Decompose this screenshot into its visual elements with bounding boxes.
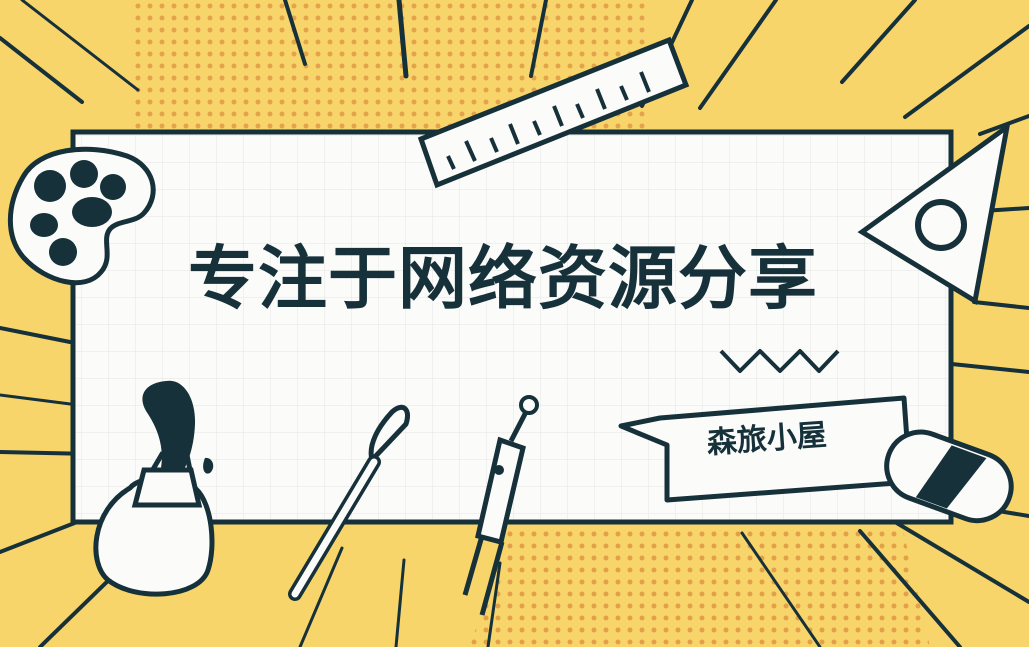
paint-brush-icon <box>288 404 410 601</box>
triangle-ruler-icon <box>857 121 1011 306</box>
zigzag-icon <box>719 349 840 373</box>
compass-icon <box>462 395 539 616</box>
ink-bottle-icon <box>93 380 215 597</box>
eraser-icon <box>884 429 1014 524</box>
ruler-icon <box>417 36 690 189</box>
paint-palette-icon <box>7 146 156 286</box>
headline-text: 专注于网络资源分享 <box>188 239 818 319</box>
